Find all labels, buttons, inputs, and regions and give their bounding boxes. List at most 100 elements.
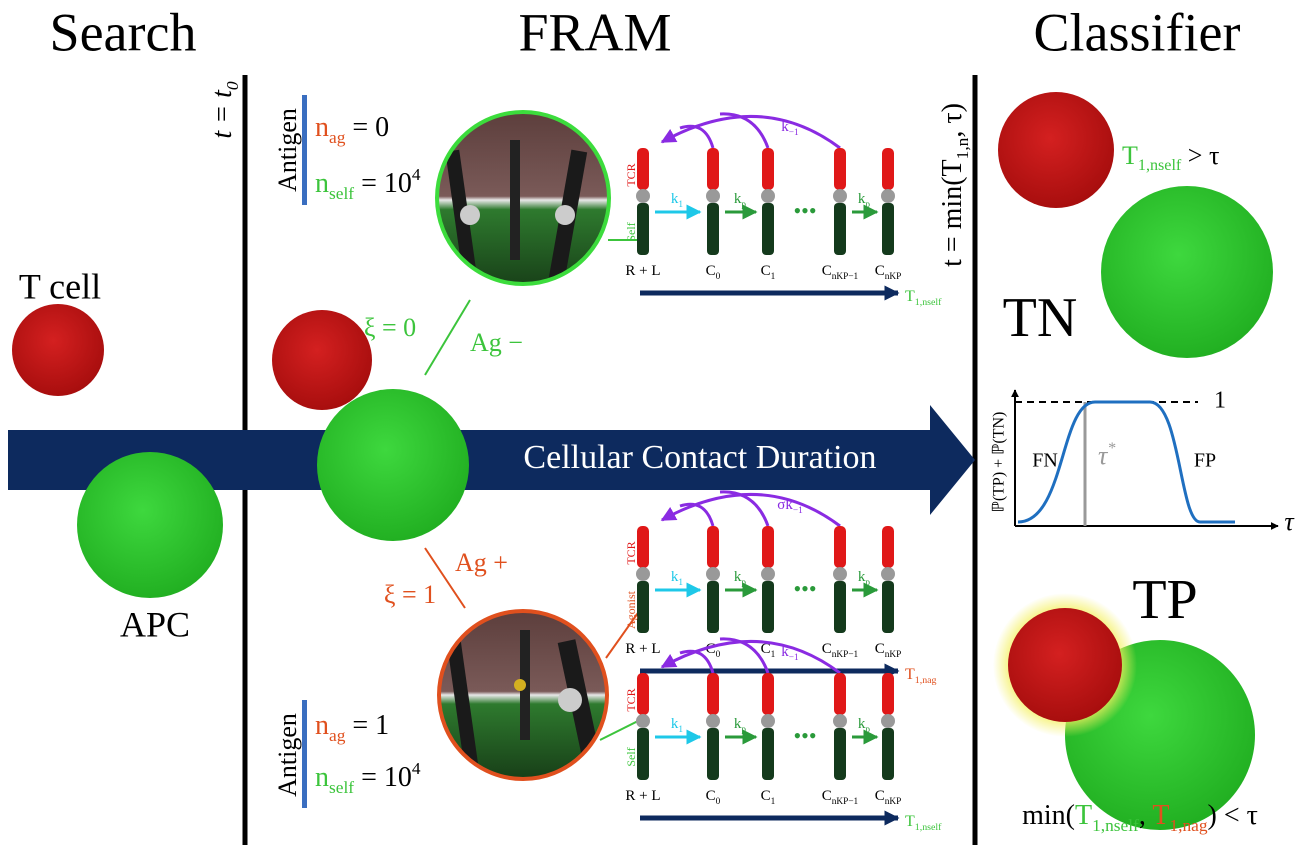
antigen-title: Antigen (273, 108, 302, 192)
antigen-title: Antigen (273, 713, 302, 797)
header: Classifier (1034, 2, 1241, 62)
cell-membrane (762, 728, 774, 780)
subscript: p (741, 725, 746, 735)
text-part: ) < τ (1208, 800, 1258, 831)
plot-label: FN (1032, 450, 1058, 472)
superscript: 4 (412, 759, 421, 778)
subscript: p (865, 578, 870, 588)
ligand (706, 714, 720, 728)
rich-text: R + L (625, 263, 660, 279)
text-part: σk (777, 497, 793, 513)
tcr (882, 148, 894, 190)
text-part: = 1 (345, 710, 389, 741)
subscript: p (741, 578, 746, 588)
t-cell (998, 92, 1114, 208)
subscript: −1 (793, 506, 803, 516)
cell-membrane (707, 203, 719, 255)
text-part: , (1139, 800, 1153, 831)
plot-label: ℙ(TP) + ℙ(TN) (991, 412, 1008, 513)
ligand (761, 714, 775, 728)
ligand (706, 189, 720, 203)
scene-image (430, 105, 620, 295)
text-part: t = min(T (937, 159, 968, 267)
ligand (881, 189, 895, 203)
text-part: T (905, 288, 915, 305)
rich-text: kp (858, 569, 871, 588)
ellipsis: ••• (793, 198, 816, 223)
ligand (636, 714, 650, 728)
subscript: p (741, 200, 746, 210)
cell-membrane (834, 203, 846, 255)
ligand-label: Self (624, 222, 638, 241)
subscript: p (865, 200, 870, 210)
header: FRAM (518, 2, 671, 62)
ligand (761, 189, 775, 203)
rich-text: τ* (1098, 440, 1116, 470)
subscript: nKP (885, 797, 902, 807)
rich-text: C0 (706, 788, 721, 807)
cell-membrane (882, 728, 894, 780)
subscript: self (329, 778, 354, 797)
subscript: 1,nself (915, 297, 942, 308)
ligand (706, 567, 720, 581)
subscript: 1,nself (1092, 816, 1139, 835)
text-part: C (761, 263, 771, 279)
tcr (762, 673, 774, 715)
subscript: nKP (885, 650, 902, 660)
ligand (833, 189, 847, 203)
tcr (882, 673, 894, 715)
text-part: C (875, 641, 885, 657)
subscript: ag (329, 128, 346, 147)
tcr (762, 526, 774, 568)
subscript: 1 (678, 200, 683, 210)
text-part: T (905, 813, 915, 830)
text-part: C (706, 263, 716, 279)
text-part: T (905, 666, 915, 683)
tcr-label: TCR (624, 688, 638, 711)
text-part: C (706, 788, 716, 804)
rich-text: R + L (625, 788, 660, 804)
text-part: = 0 (345, 112, 389, 143)
rich-text: k1 (671, 569, 684, 588)
text-part: n (315, 112, 329, 143)
cell-membrane (834, 581, 846, 633)
tcr (834, 526, 846, 568)
ligand (636, 567, 650, 581)
rich-text: t = t0 (207, 81, 242, 138)
rich-text: CnKP−1 (822, 788, 859, 807)
cell-membrane (882, 581, 894, 633)
rich-text: nag = 1 (315, 710, 389, 745)
apc (317, 389, 469, 541)
label: APC (120, 604, 190, 644)
subscript: 1,nself (1138, 157, 1182, 174)
ligand (881, 714, 895, 728)
rich-text: k1 (671, 716, 684, 735)
cell-membrane (637, 203, 649, 255)
subscript: 1 (678, 725, 683, 735)
ligand (761, 567, 775, 581)
tcr (762, 148, 774, 190)
text-part: n (315, 710, 329, 741)
rich-text: nself = 104 (315, 759, 421, 797)
branch-line (425, 300, 470, 375)
cell-membrane (707, 728, 719, 780)
plot-label: τ (1284, 507, 1295, 536)
subscript: nKP−1 (832, 272, 859, 282)
t-cell (272, 310, 372, 410)
rich-text: nag = 0 (315, 112, 389, 147)
cell-membrane (637, 581, 649, 633)
tcr-label: TCR (624, 163, 638, 186)
text-part: C (875, 263, 885, 279)
rich-text: CnKP (875, 263, 902, 282)
text-part: n (315, 168, 329, 199)
tcr (707, 148, 719, 190)
rich-text: R + L (625, 641, 660, 657)
rich-text: C1 (761, 263, 776, 282)
apc (1101, 186, 1273, 358)
rich-text: nself = 104 (315, 165, 421, 203)
text-part: C (875, 788, 885, 804)
rich-text: σk−1 (777, 497, 803, 516)
subscript: 1,nag (915, 675, 937, 686)
subscript: 0 (716, 272, 721, 282)
rich-text: T1,nself > τ (1122, 141, 1219, 174)
